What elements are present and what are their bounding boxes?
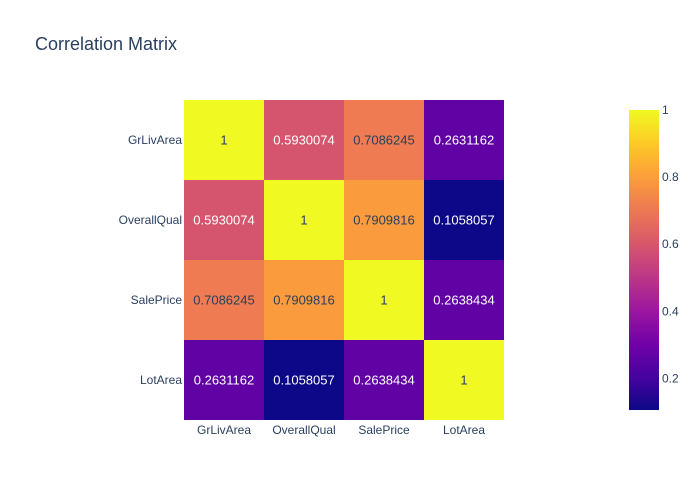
colorbar-tick-label: 1 [662, 103, 669, 117]
heatmap-cell[interactable] [344, 340, 424, 420]
heatmap-cell[interactable] [344, 180, 424, 260]
cell-value-label: 0.7086245 [353, 133, 414, 148]
cell-value-label: 0.1058057 [273, 373, 334, 388]
cell-value-label: 0.5930074 [193, 213, 254, 228]
x-tick-label: SalePrice [358, 423, 410, 437]
cell-value-label: 1 [380, 293, 387, 308]
x-tick-label: LotArea [443, 423, 485, 437]
colorbar [629, 110, 659, 410]
heatmap-cell[interactable] [184, 260, 264, 340]
cell-value-label: 0.2631162 [194, 373, 255, 388]
x-tick-label: OverallQual [272, 423, 335, 437]
heatmap-cell[interactable] [344, 260, 424, 340]
colorbar-tick-label: 0.2 [662, 371, 679, 385]
heatmap-cell[interactable] [264, 100, 344, 180]
heatmap-cell[interactable] [184, 100, 264, 180]
cell-value-label: 1 [220, 133, 227, 148]
heatmap-cell[interactable] [184, 340, 264, 420]
cell-value-label: 1 [460, 373, 467, 388]
y-tick-label: OverallQual [119, 213, 182, 227]
colorbar-tick-label: 0.8 [662, 170, 679, 184]
chart-title: Correlation Matrix [35, 34, 177, 54]
cell-value-label: 0.1058057 [433, 213, 494, 228]
cell-value-label: 0.7909816 [353, 213, 414, 228]
heatmap-cell[interactable] [424, 260, 504, 340]
cell-value-label: 0.5930074 [273, 133, 334, 148]
cell-value-label: 0.7086245 [193, 293, 254, 308]
cell-value-label: 0.2638434 [433, 293, 494, 308]
heatmap-cell[interactable] [424, 180, 504, 260]
heatmap-cell[interactable] [344, 100, 424, 180]
cell-value-label: 1 [300, 213, 307, 228]
cell-value-label: 0.2631162 [434, 133, 495, 148]
cell-value-label: 0.2638434 [353, 373, 414, 388]
y-tick-label: SalePrice [131, 293, 183, 307]
y-tick-label: LotArea [140, 373, 182, 387]
cell-value-label: 0.7909816 [273, 293, 334, 308]
colorbar-tick-label: 0.6 [662, 237, 679, 251]
heatmap-cell[interactable] [424, 340, 504, 420]
x-tick-label: GrLivArea [197, 423, 251, 437]
heatmap-cell[interactable] [264, 180, 344, 260]
heatmap-cell[interactable] [424, 100, 504, 180]
heatmap-cell[interactable] [184, 180, 264, 260]
heatmap-cell[interactable] [264, 340, 344, 420]
heatmap-cell[interactable] [264, 260, 344, 340]
y-tick-label: GrLivArea [128, 133, 182, 147]
colorbar-tick-label: 0.4 [662, 304, 679, 318]
